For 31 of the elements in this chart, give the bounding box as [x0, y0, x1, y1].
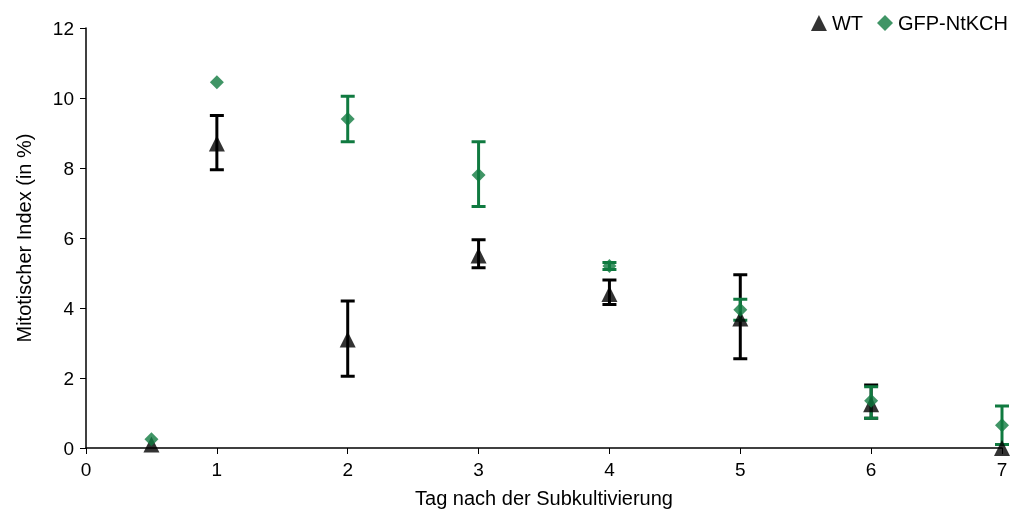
- y-tick-label: 6: [63, 227, 74, 249]
- x-axis-title: Tag nach der Subkultivierung: [415, 487, 673, 509]
- x-tick-label: 0: [80, 459, 92, 480]
- legend-label: GFP-NtKCH: [898, 12, 1008, 34]
- x-tick-label: 4: [604, 459, 616, 480]
- point: [994, 440, 1010, 456]
- point: [339, 331, 356, 348]
- point: [995, 418, 1009, 433]
- point: [471, 168, 486, 182]
- x-tick-label: 5: [735, 459, 746, 480]
- x-tick-label: 2: [342, 459, 353, 480]
- x-tick-label: 7: [996, 459, 1008, 480]
- x-tick-label: 3: [473, 459, 484, 480]
- legend-label: WT: [831, 12, 863, 34]
- point: [340, 112, 355, 126]
- point: [864, 393, 879, 408]
- point: [733, 302, 748, 317]
- y-tick-label: 8: [63, 157, 74, 179]
- x-tick-label: 1: [211, 459, 223, 480]
- point: [144, 432, 159, 447]
- point: [208, 135, 225, 152]
- y-tick-label: 12: [52, 17, 74, 39]
- x-tick-label: 6: [865, 459, 877, 480]
- y-tick-label: 0: [63, 437, 74, 459]
- point: [209, 75, 224, 90]
- point: [470, 247, 487, 264]
- point: [601, 286, 618, 302]
- y-tick-label: 10: [52, 87, 74, 109]
- y-tick-label: 4: [63, 297, 75, 319]
- y-tick-label: 2: [63, 367, 74, 389]
- y-axis-title: Mitotischer Index (in %): [13, 133, 35, 343]
